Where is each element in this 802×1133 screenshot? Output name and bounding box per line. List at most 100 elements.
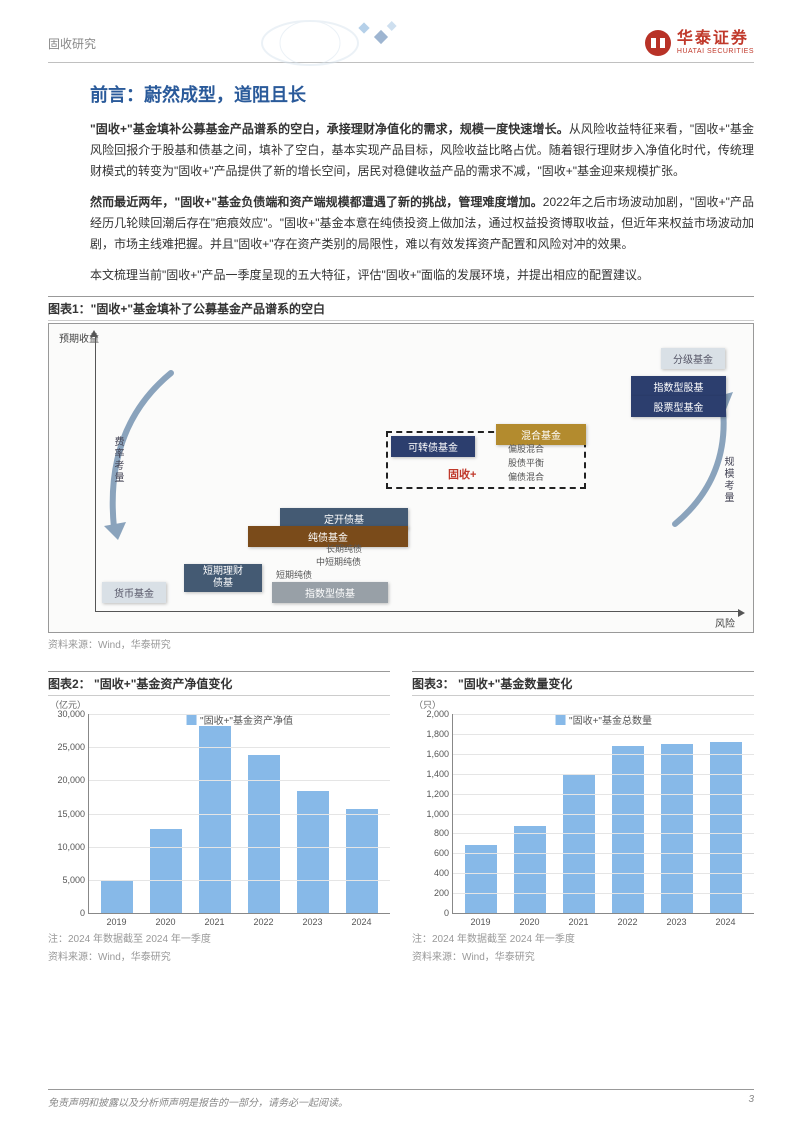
fig1-source: 资料来源：Wind，华泰研究 bbox=[48, 636, 754, 651]
chart2-ytick: 10,000 bbox=[49, 842, 85, 852]
chart3-ytick: 2,000 bbox=[413, 709, 449, 719]
logo-text-cn: 华泰证券 bbox=[677, 31, 754, 48]
chart2-xtick: 2019 bbox=[106, 917, 126, 927]
chart3-grid bbox=[453, 893, 754, 894]
chart3-grid bbox=[453, 734, 754, 735]
chart3-ytick: 1,600 bbox=[413, 749, 449, 759]
chart3-bar-2022 bbox=[612, 746, 644, 913]
chart2-grid bbox=[89, 880, 390, 881]
page-header: 固收研究 华泰证券 HUATAI SECURITIES bbox=[48, 28, 754, 63]
chart3-ytick: 400 bbox=[413, 868, 449, 878]
chart2-ytick: 5,000 bbox=[49, 875, 85, 885]
fig1-sublabel-h2: 股债平衡 bbox=[508, 456, 544, 469]
chart3-ytick: 1,400 bbox=[413, 769, 449, 779]
chart2-bar-2023 bbox=[297, 791, 329, 913]
fig1-block-fenji: 分级基金 bbox=[661, 348, 725, 369]
fig3-source: 资料来源：Wind，华泰研究 bbox=[412, 948, 754, 963]
chart2-ytick: 30,000 bbox=[49, 709, 85, 719]
fig1-block-stlc: 短期理财债基 bbox=[184, 564, 262, 592]
paragraph-1: "固收+"基金填补公募基金产品谱系的空白，承接理财净值化的需求，规模一度快速增长… bbox=[48, 119, 754, 182]
p1-bold: "固收+"基金填补公募基金产品谱系的空白，承接理财净值化的需求，规模一度快速增长… bbox=[90, 122, 569, 136]
chart3-grid bbox=[453, 853, 754, 854]
fig2-title: 图表2： "固收+"基金资产净值变化 bbox=[48, 671, 390, 696]
fig1-diagram: 预期收益 风险 费率考量 规模考量 分级基金指数型股基股票型基金混合基金可转债基… bbox=[48, 323, 754, 633]
chart3-xtick: 2024 bbox=[715, 917, 735, 927]
chart3-grid bbox=[453, 774, 754, 775]
fig1-left-arrow-label: 费率考量 bbox=[110, 436, 125, 484]
company-logo: 华泰证券 HUATAI SECURITIES bbox=[643, 28, 754, 58]
footer-disclaimer: 免责声明和披露以及分析师声明是报告的一部分，请务必一起阅读。 bbox=[48, 1094, 348, 1109]
chart2-xtick: 2023 bbox=[302, 917, 322, 927]
chart3-bar-2023 bbox=[661, 744, 693, 913]
chart2-grid bbox=[89, 780, 390, 781]
fig1-sublabel-pb2: 中短期纯债 bbox=[316, 555, 361, 568]
fig1-sublabel-h1: 偏股混合 bbox=[508, 442, 544, 455]
chart2-ytick: 15,000 bbox=[49, 809, 85, 819]
chart2-ytick: 20,000 bbox=[49, 775, 85, 785]
logo-text-en: HUATAI SECURITIES bbox=[677, 48, 754, 55]
chart2-xtick: 2024 bbox=[351, 917, 371, 927]
fig1-block-money: 货币基金 bbox=[102, 582, 166, 603]
chart3-xtick: 2023 bbox=[666, 917, 686, 927]
chart2-xtick: 2022 bbox=[253, 917, 273, 927]
paragraph-3: 本文梳理当前"固收+"产品一季度呈现的五大特征，评估"固收+"面临的发展环境，并… bbox=[48, 265, 754, 286]
header-category-label: 固收研究 bbox=[48, 35, 96, 52]
chart3-bar-2020 bbox=[514, 826, 546, 913]
chart3-ytick: 1,000 bbox=[413, 809, 449, 819]
page-footer: 免责声明和披露以及分析师声明是报告的一部分，请务必一起阅读。 3 bbox=[48, 1089, 754, 1109]
fig3-title: 图表3： "固收+"基金数量变化 bbox=[412, 671, 754, 696]
fig1-sublabel-pb3: 短期纯债 bbox=[276, 568, 312, 581]
chart3-grid bbox=[453, 873, 754, 874]
chart3-ytick: 0 bbox=[413, 908, 449, 918]
chart2-grid bbox=[89, 847, 390, 848]
chart2-grid bbox=[89, 814, 390, 815]
chart3-ytick: 200 bbox=[413, 888, 449, 898]
chart3-grid bbox=[453, 814, 754, 815]
fig1-sublabel-h3: 偏债混合 bbox=[508, 470, 544, 483]
chart3-bar-2024 bbox=[710, 742, 742, 913]
chart3-ytick: 800 bbox=[413, 828, 449, 838]
chart2-bar-2020 bbox=[150, 829, 182, 913]
chart2-xtick: 2021 bbox=[204, 917, 224, 927]
fig2-note: 注：2024 年数据截至 2024 年一季度 bbox=[48, 930, 390, 945]
fig1-xlabel: 风险 bbox=[715, 615, 735, 630]
chart3-ytick: 1,200 bbox=[413, 789, 449, 799]
chart3-bar-2019 bbox=[465, 845, 497, 913]
chart3-xtick: 2020 bbox=[519, 917, 539, 927]
fig1-right-arrow-label: 规模考量 bbox=[720, 456, 735, 504]
fig1-x-arrow bbox=[738, 609, 745, 617]
fig2-source: 资料来源：Wind，华泰研究 bbox=[48, 948, 390, 963]
chart3-xtick: 2022 bbox=[617, 917, 637, 927]
chart2-bar-2022 bbox=[248, 755, 280, 913]
chart3-xtick: 2021 bbox=[568, 917, 588, 927]
chart2-ytick: 0 bbox=[49, 908, 85, 918]
fig1-block-idx_stock: 指数型股基 bbox=[631, 376, 726, 397]
logo-mark-icon bbox=[643, 28, 673, 58]
chart3-ytick: 600 bbox=[413, 848, 449, 858]
fig1-block-stock: 股票型基金 bbox=[631, 396, 726, 417]
fig1-sublabel-pb1: 长期纯债 bbox=[326, 542, 362, 555]
section-title: 前言：蔚然成型，道阻且长 bbox=[48, 81, 754, 107]
chart3-bar-2021 bbox=[563, 774, 595, 913]
chart2-grid bbox=[89, 714, 390, 715]
chart3-ytick: 1,800 bbox=[413, 729, 449, 739]
chart3-grid bbox=[453, 714, 754, 715]
chart2-ytick: 25,000 bbox=[49, 742, 85, 752]
chart3-grid bbox=[453, 833, 754, 834]
chart3-grid bbox=[453, 754, 754, 755]
chart2-bar-2024 bbox=[346, 809, 378, 913]
chart3-grid bbox=[453, 794, 754, 795]
chart2-grid bbox=[89, 747, 390, 748]
paragraph-2: 然而最近两年，"固收+"基金负债端和资产端规模都遭遇了新的挑战，管理难度增加。2… bbox=[48, 192, 754, 255]
footer-page-number: 3 bbox=[748, 1094, 754, 1109]
fig1-title: 图表1："固收+"基金填补了公募基金产品谱系的空白 bbox=[48, 296, 754, 321]
fig3-note: 注：2024 年数据截至 2024 年一季度 bbox=[412, 930, 754, 945]
p2-bold: 然而最近两年，"固收+"基金负债端和资产端规模都遭遇了新的挑战，管理难度增加。 bbox=[90, 195, 543, 209]
fig1-block-conv: 可转债基金 bbox=[391, 436, 475, 457]
fig2-xticks: 201920202021202220232024 bbox=[88, 917, 390, 927]
chart2-bar-2019 bbox=[101, 881, 133, 913]
chart2-bar-2021 bbox=[199, 726, 231, 913]
fig3-chart: "固收+"基金总数量 02004006008001,0001,2001,4001… bbox=[452, 714, 754, 914]
fig1-block-idx_bond: 指数型债基 bbox=[272, 582, 388, 603]
fig1-fixed-income-plus-label: 固收+ bbox=[448, 466, 476, 482]
